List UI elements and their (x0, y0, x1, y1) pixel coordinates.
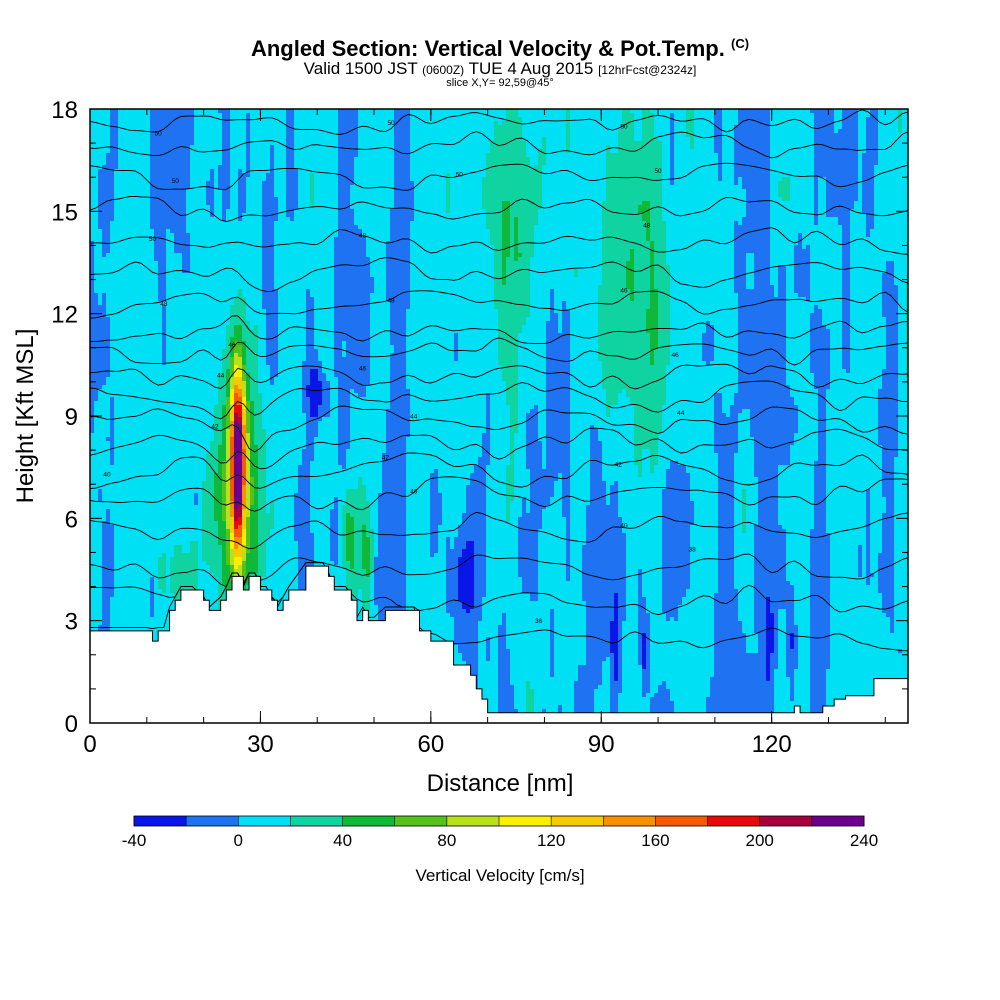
colorbar-tick-label: 40 (333, 831, 352, 850)
isentrope-line (90, 290, 908, 319)
isentrope-label: 48 (643, 222, 651, 229)
colorbar-tick-label: 200 (746, 831, 774, 850)
isentrope-label: 46 (228, 342, 236, 349)
isentrope-label: 46 (359, 366, 367, 373)
isentrope-label: 38 (689, 547, 697, 554)
isentrope-label: 50 (654, 168, 662, 175)
colorbar-segment (238, 816, 291, 826)
isentrope-contours: 50 50 50 50 50 50 50 48 48 48 48 46 46 46 46 44 44 44 42 42… (90, 109, 908, 652)
x-tick-label: 90 (588, 731, 615, 758)
chart-title-text: Angled Section: Vertical Velocity & Pot.… (250, 36, 725, 61)
isentrope-line (90, 109, 908, 135)
colorbar-segment (186, 816, 239, 826)
isentrope-line (90, 476, 908, 512)
isentrope-label: 46 (671, 352, 679, 359)
isentrope-line (90, 553, 908, 588)
isentrope-line (90, 427, 908, 470)
colorbar-segment (655, 816, 709, 826)
isentrope-line (90, 195, 908, 223)
title-unit: (C) (731, 36, 750, 51)
y-tick-label: 18 (51, 97, 78, 124)
colorbar-segment (759, 816, 813, 826)
y-tick-label: 3 (65, 609, 78, 636)
y-axis-label: Height [Kft MSL] (12, 329, 39, 504)
colorbar-tick-label: 80 (437, 831, 456, 850)
colorbar-tick-label: 160 (641, 831, 669, 850)
colorbar-segment (394, 816, 448, 826)
isentrope-label: 42 (615, 461, 623, 468)
colorbar-tick-label: 240 (850, 831, 878, 850)
isentrope-line (90, 405, 908, 453)
colorbar-tick-label: 0 (234, 831, 243, 850)
isentrope-label: 50 (149, 236, 157, 243)
isentrope-label: 50 (172, 178, 180, 185)
x-axis-label: Distance [nm] (427, 770, 574, 797)
subtitle-utc: (0600Z) (422, 63, 465, 77)
isentrope-label: 46 (620, 287, 628, 294)
isentrope-label: 50 (387, 120, 395, 127)
colorbar-segment (707, 816, 761, 826)
colorbar-segment (290, 816, 344, 826)
isentrope-line (90, 257, 908, 292)
isentrope-label: 44 (410, 414, 418, 421)
subtitle-date: TUE 4 Aug 2015 (468, 59, 594, 78)
isentrope-line (90, 162, 908, 191)
isentrope-label: 48 (359, 233, 367, 240)
colorbar-segment (446, 816, 500, 826)
y-tick-label: 12 (51, 302, 78, 329)
colorbar-tick-label: -40 (122, 831, 147, 850)
colorbar-segment (134, 816, 187, 826)
y-tick-label: 15 (51, 199, 78, 226)
x-tick-label: 0 (83, 731, 96, 758)
isentrope-line (90, 315, 908, 345)
colorbar-tick-label: 120 (537, 831, 565, 850)
slice-label: slice X,Y= 92,59@45° (446, 77, 554, 89)
isentrope-label: 44 (217, 373, 225, 380)
isentrope-label: 40 (620, 523, 628, 530)
x-tick-label: 60 (417, 731, 444, 758)
isentrope-line (90, 452, 908, 490)
colorbar-label: Vertical Velocity [cm/s] (415, 866, 584, 885)
isentrope-label: 48 (387, 298, 395, 305)
isentrope-line (90, 363, 908, 390)
isentrope-line (90, 511, 908, 550)
isentrope-line (90, 131, 908, 159)
subtitle-forecast: [12hrFcst@2324z] (598, 63, 697, 77)
y-tick-label: 6 (65, 506, 78, 533)
colorbar-segment (603, 816, 656, 826)
chart-title: Angled Section: Vertical Velocity & Pot.… (0, 36, 1000, 62)
isentrope-line (90, 380, 908, 420)
x-tick-label: 30 (247, 731, 274, 758)
isentrope-label: 50 (155, 130, 163, 137)
isentrope-line (90, 337, 908, 366)
isentrope-label: 50 (456, 171, 464, 178)
colorbar-segment (499, 816, 552, 826)
isentrope-label: 48 (160, 301, 168, 308)
colorbar: -40 0 40 80 120 160 200 240 (122, 815, 878, 850)
isentrope-label: 40 (103, 471, 111, 478)
colorbar-segment (811, 816, 865, 826)
colorbar-segment (342, 816, 396, 826)
colorbar-segment (551, 816, 604, 826)
x-tick-label: 120 (752, 731, 792, 758)
y-tick-label: 0 (65, 711, 78, 738)
isentrope-label: 42 (382, 454, 390, 461)
isentrope-label: 50 (620, 124, 628, 131)
y-tick-label: 9 (65, 404, 78, 431)
isentrope-label: 36 (535, 618, 543, 625)
isentrope-label: 40 (410, 489, 418, 496)
isentrope-label: 42 (211, 424, 219, 431)
subtitle-valid: Valid 1500 JST (303, 59, 418, 78)
isentrope-line (90, 227, 908, 255)
isentrope-label: 44 (677, 410, 685, 417)
chart-subtitle: Valid 1500 JST (0600Z) TUE 4 Aug 2015 [1… (0, 59, 1000, 79)
